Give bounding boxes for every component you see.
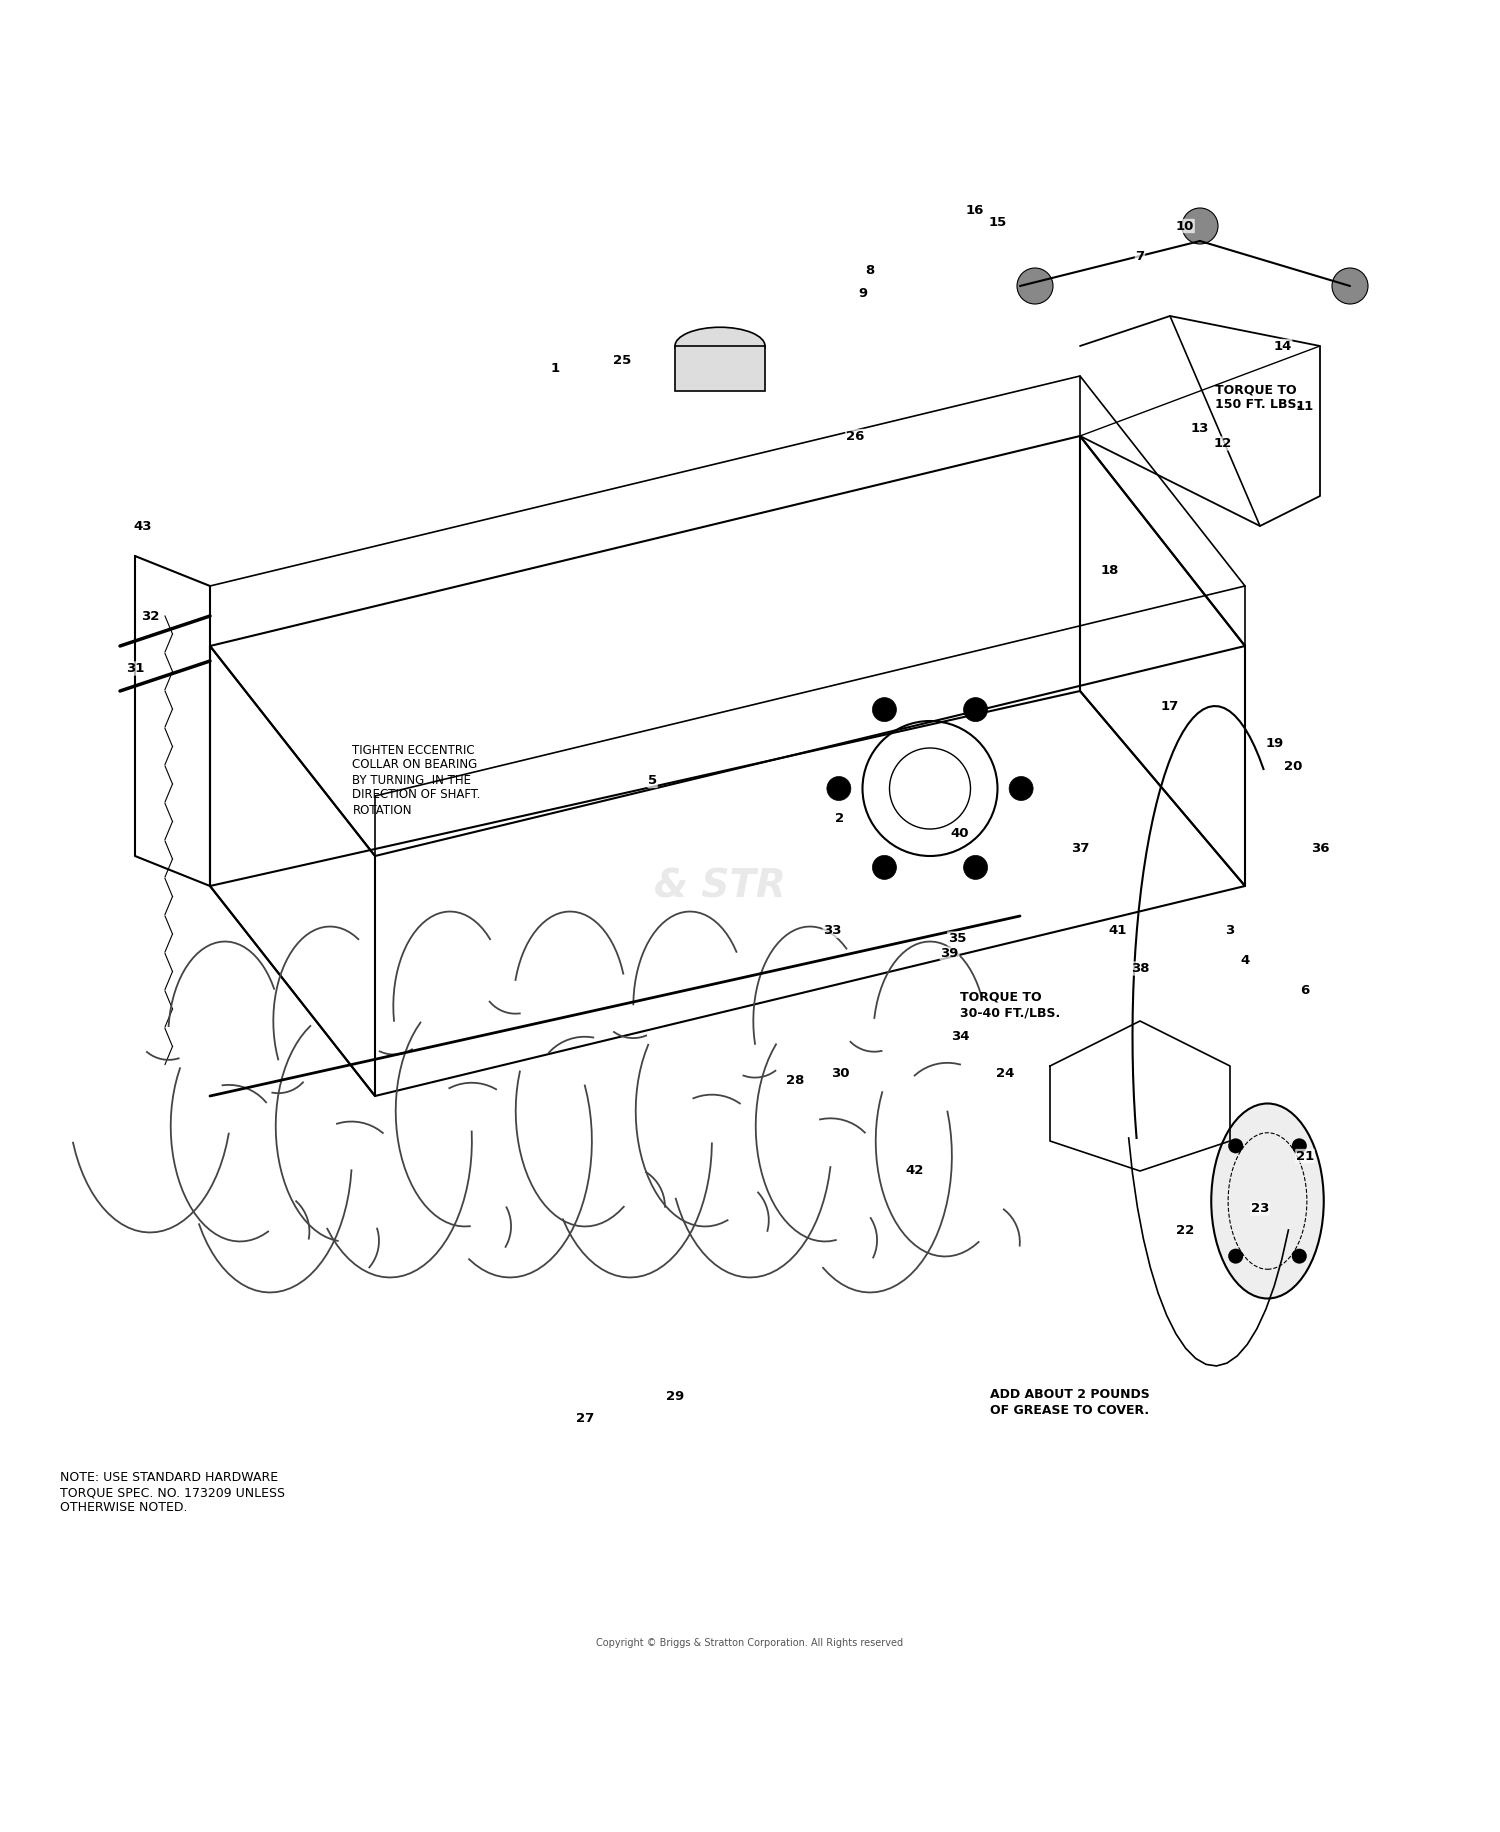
Circle shape bbox=[1292, 1138, 1306, 1154]
Text: 32: 32 bbox=[141, 610, 159, 623]
Circle shape bbox=[1332, 267, 1368, 304]
Text: 27: 27 bbox=[576, 1412, 594, 1425]
Text: 8: 8 bbox=[865, 264, 874, 277]
Text: TORQUE TO
150 FT. LBS.: TORQUE TO 150 FT. LBS. bbox=[1215, 383, 1300, 412]
Circle shape bbox=[1017, 267, 1053, 304]
Text: 33: 33 bbox=[824, 925, 842, 938]
Text: 19: 19 bbox=[1266, 736, 1284, 749]
Text: 2: 2 bbox=[836, 812, 844, 824]
Text: 21: 21 bbox=[1296, 1149, 1314, 1163]
Text: 6: 6 bbox=[1300, 984, 1310, 997]
Text: 16: 16 bbox=[966, 205, 984, 218]
Circle shape bbox=[963, 698, 987, 722]
Text: 34: 34 bbox=[951, 1030, 969, 1042]
Text: 43: 43 bbox=[134, 520, 152, 533]
Text: 7: 7 bbox=[1136, 249, 1144, 262]
Text: 24: 24 bbox=[996, 1066, 1014, 1081]
Text: 37: 37 bbox=[1071, 843, 1089, 856]
Circle shape bbox=[1182, 209, 1218, 244]
Circle shape bbox=[963, 856, 987, 879]
Text: 25: 25 bbox=[614, 355, 632, 368]
FancyBboxPatch shape bbox=[675, 346, 765, 390]
Text: 11: 11 bbox=[1296, 399, 1314, 412]
Text: 29: 29 bbox=[666, 1389, 684, 1403]
Text: 26: 26 bbox=[846, 429, 864, 443]
Circle shape bbox=[873, 856, 897, 879]
Circle shape bbox=[1292, 1249, 1306, 1264]
Text: 31: 31 bbox=[126, 661, 144, 674]
Text: ADD ABOUT 2 POUNDS
OF GREASE TO COVER.: ADD ABOUT 2 POUNDS OF GREASE TO COVER. bbox=[990, 1389, 1149, 1416]
Text: TORQUE TO
30-40 FT./LBS.: TORQUE TO 30-40 FT./LBS. bbox=[960, 991, 1060, 1019]
Text: 18: 18 bbox=[1101, 564, 1119, 577]
Text: 3: 3 bbox=[1226, 925, 1234, 938]
Circle shape bbox=[1228, 1138, 1244, 1154]
Text: 15: 15 bbox=[988, 216, 1006, 229]
Text: 42: 42 bbox=[906, 1165, 924, 1178]
Text: 17: 17 bbox=[1161, 700, 1179, 713]
Circle shape bbox=[1228, 1249, 1244, 1264]
Text: 30: 30 bbox=[831, 1066, 849, 1081]
Text: 13: 13 bbox=[1191, 421, 1209, 434]
Text: 36: 36 bbox=[1311, 843, 1329, 856]
Circle shape bbox=[873, 698, 897, 722]
Circle shape bbox=[827, 777, 850, 801]
Text: 12: 12 bbox=[1214, 438, 1231, 451]
Text: 22: 22 bbox=[1176, 1224, 1194, 1237]
Text: 20: 20 bbox=[1284, 760, 1302, 773]
Text: 9: 9 bbox=[858, 288, 867, 300]
Ellipse shape bbox=[1212, 1103, 1323, 1299]
Text: NOTE: USE STANDARD HARDWARE
TORQUE SPEC. NO. 173209 UNLESS
OTHERWISE NOTED.: NOTE: USE STANDARD HARDWARE TORQUE SPEC.… bbox=[60, 1471, 285, 1513]
Text: 14: 14 bbox=[1274, 339, 1292, 352]
Text: 4: 4 bbox=[1240, 954, 1250, 967]
Text: 41: 41 bbox=[1108, 925, 1126, 938]
Text: 10: 10 bbox=[1176, 220, 1194, 233]
Text: TIGHTEN ECCENTRIC
COLLAR ON BEARING
BY TURNING  IN THE
DIRECTION OF SHAFT.
ROTAT: TIGHTEN ECCENTRIC COLLAR ON BEARING BY T… bbox=[352, 744, 482, 817]
Text: 35: 35 bbox=[948, 932, 966, 945]
Circle shape bbox=[1010, 777, 1034, 801]
Text: 23: 23 bbox=[1251, 1202, 1269, 1215]
Text: 39: 39 bbox=[940, 947, 958, 960]
Ellipse shape bbox=[675, 328, 765, 365]
Text: 38: 38 bbox=[1131, 962, 1149, 975]
Text: & STR: & STR bbox=[654, 867, 786, 905]
Text: 28: 28 bbox=[786, 1075, 804, 1088]
Text: 40: 40 bbox=[951, 826, 969, 841]
Text: Copyright © Briggs & Stratton Corporation. All Rights reserved: Copyright © Briggs & Stratton Corporatio… bbox=[597, 1638, 903, 1649]
Text: 5: 5 bbox=[648, 775, 657, 788]
Text: 1: 1 bbox=[550, 363, 560, 376]
